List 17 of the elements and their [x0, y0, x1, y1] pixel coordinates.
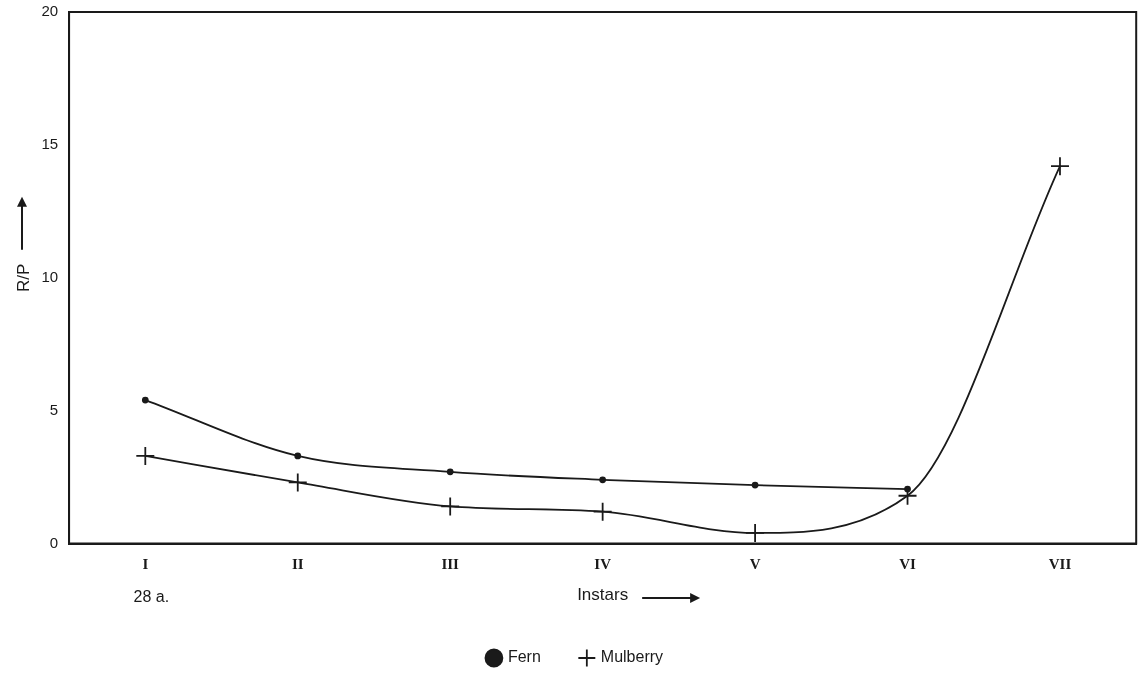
legend-label: Mulberry	[600, 648, 664, 666]
y-tick-label: 0	[49, 533, 59, 551]
x-tick-label: V	[749, 556, 761, 573]
text: 28 a.	[133, 588, 170, 606]
x-axis-title: Instars	[577, 585, 629, 605]
x-tick-label: III	[441, 556, 460, 573]
x-tick-label: IV	[594, 556, 612, 573]
y-axis-title: R/P	[13, 263, 33, 292]
x-tick-label: II	[291, 556, 304, 573]
y-tick-label: 20	[41, 2, 59, 20]
x-tick-label: VI	[899, 556, 917, 573]
x-tick-label: I	[142, 556, 149, 573]
legend-label: Fern	[507, 648, 541, 666]
x-tick-label: VII	[1048, 556, 1072, 573]
y-tick-label: 10	[41, 267, 59, 285]
y-tick-label: 15	[41, 135, 59, 153]
y-tick-label: 5	[49, 400, 59, 418]
